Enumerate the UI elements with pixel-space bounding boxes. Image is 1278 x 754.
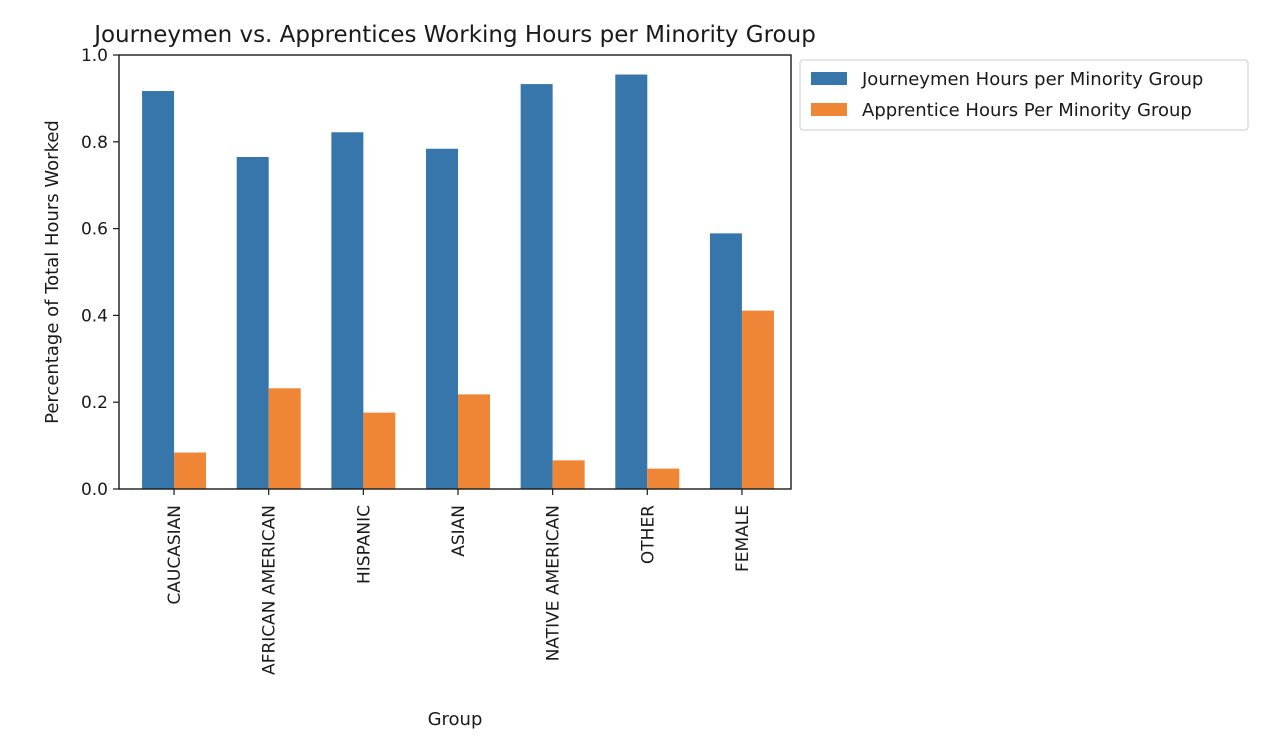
chart-title: Journeymen vs. Apprentices Working Hours… [92, 22, 816, 48]
y-tick-label: 0.6 [81, 220, 108, 240]
bar-journeymen-2 [331, 132, 364, 489]
x-tick-label: HISPANIC [354, 505, 374, 584]
bar-journeymen-1 [236, 156, 269, 490]
x-tick-label: CAUCASIAN [165, 505, 185, 605]
legend-frame [799, 59, 1249, 131]
y-axis-label: Percentage of Total Hours Worked [42, 120, 63, 424]
y-tick-label: 1.0 [81, 46, 108, 66]
bar-apprentice-3 [458, 394, 490, 489]
bar-apprentice-5 [647, 468, 680, 489]
y-tick-label: 0.8 [81, 133, 108, 153]
bar-apprentice-1 [268, 388, 301, 489]
bar-journeymen-0 [142, 91, 175, 489]
x-tick-label: OTHER [638, 505, 658, 564]
bar-apprentice-4 [552, 460, 585, 489]
legend-label-journeymen: Journeymen Hours per Minority Group [861, 69, 1203, 90]
legend-label-apprentice: Apprentice Hours Per Minority Group [862, 100, 1192, 121]
y-tick-label: 0.4 [81, 306, 108, 326]
legend-swatch-apprentice [811, 103, 847, 116]
x-tick-label: NATIVE AMERICAN [544, 505, 564, 661]
plot-frame [118, 54, 792, 490]
legend-swatch-journeymen [811, 72, 847, 85]
x-tick-label: ASIAN [449, 505, 469, 557]
bar-journeymen-3 [426, 148, 458, 489]
bar-apprentice-2 [363, 412, 396, 489]
bar-apprentice-0 [174, 452, 207, 489]
x-tick-label: AFRICAN AMERICAN [260, 505, 280, 675]
bar-apprentice-6 [741, 310, 774, 489]
y-tick-label: 0.2 [81, 393, 108, 413]
bar-journeymen-4 [520, 84, 553, 489]
bar-journeymen-5 [615, 74, 648, 489]
bar-journeymen-6 [709, 233, 742, 489]
x-tick-label: FEMALE [733, 505, 753, 572]
y-tick-label: 0.0 [81, 480, 108, 500]
x-axis-label: Group [428, 709, 483, 730]
legend: Journeymen Hours per Minority Group Appr… [799, 59, 1249, 131]
plot-area: 0.0 0.2 0.4 0.6 0.8 1.0 CAUCASIAN AFRICAN AMERI… [81, 46, 792, 675]
